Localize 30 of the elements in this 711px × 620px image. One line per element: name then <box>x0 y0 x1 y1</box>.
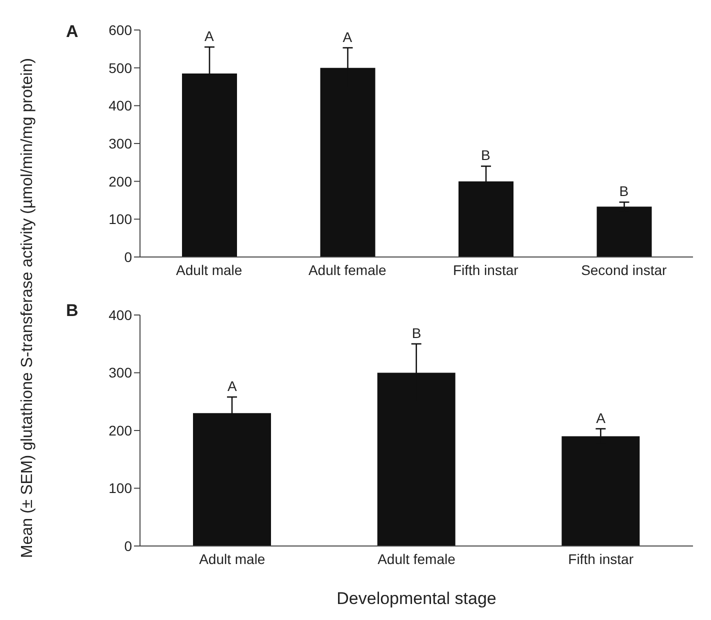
x-axis-title: Developmental stage <box>336 589 496 608</box>
y-tick-label: 600 <box>108 22 132 38</box>
y-tick-label: 400 <box>108 98 132 114</box>
y-tick-label: 0 <box>124 538 132 554</box>
annotation: A <box>227 378 238 394</box>
y-tick-label: 200 <box>108 173 132 190</box>
y-tick-label: 500 <box>108 60 132 76</box>
y-tick-label: 0 <box>124 248 132 265</box>
y-tick-label: 100 <box>108 480 132 496</box>
annotation: A <box>596 410 606 426</box>
x-tick-label: Adult male <box>199 550 266 567</box>
x-tick-label: Fifth instar <box>568 550 634 567</box>
y-tick-label: 400 <box>108 306 132 323</box>
annotation: B <box>619 183 629 200</box>
annotation: B <box>480 147 490 164</box>
x-tick-label: Second instar <box>581 262 668 278</box>
x-tick-label: Adult male <box>176 262 242 278</box>
y-tick-label: 300 <box>108 135 132 152</box>
x-tick-label: Adult female <box>308 262 386 278</box>
y-axis-title: Mean (± SEM) glutathione S-transferase activity (µmol/min/mg protein) <box>19 57 37 560</box>
x-tick-label: Adult female <box>378 550 456 567</box>
chart-title: A <box>66 22 78 42</box>
y-tick-label: 300 <box>108 364 132 381</box>
x-tick-label: Fifth instar <box>452 262 519 278</box>
annotation: B <box>412 324 422 341</box>
y-tick-label: 100 <box>108 211 132 228</box>
chart-title: B <box>66 301 78 321</box>
y-tick-label: 200 <box>108 422 132 438</box>
annotation: A <box>204 28 214 44</box>
annotation: A <box>342 28 353 45</box>
